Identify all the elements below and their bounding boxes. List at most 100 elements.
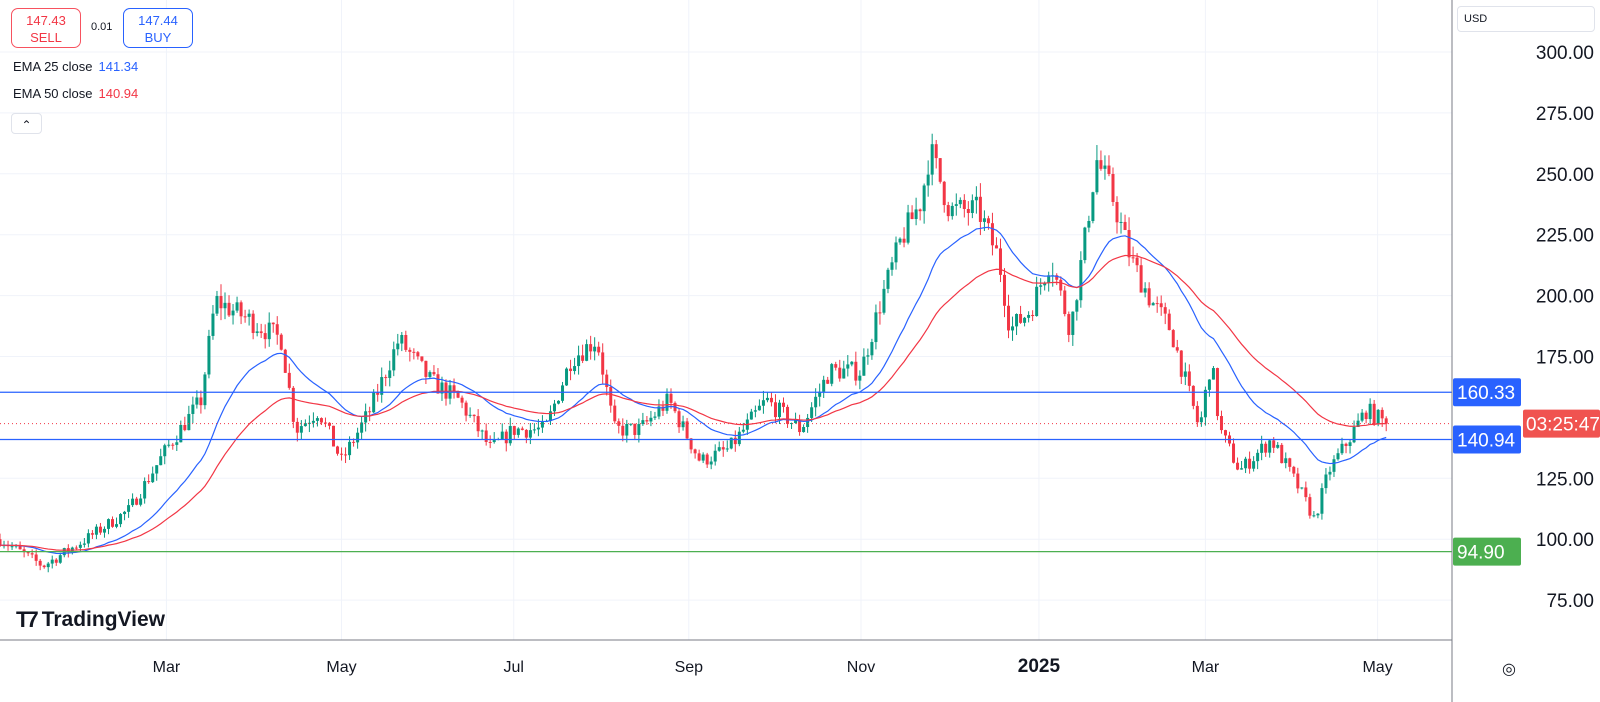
- candle-body: [1155, 303, 1159, 305]
- time-tick-label: Nov: [847, 659, 875, 676]
- candle-body: [315, 418, 319, 421]
- candle-body: [187, 413, 191, 431]
- legend-ema50[interactable]: EMA 50 close 140.94: [13, 86, 138, 101]
- candle-body: [384, 377, 388, 379]
- candle-body: [1027, 314, 1031, 318]
- buy-button[interactable]: 147.44 BUY: [123, 8, 193, 48]
- candle-body: [436, 374, 440, 394]
- chevron-up-icon: ⌃: [21, 118, 32, 132]
- candle-body: [798, 420, 802, 433]
- candle-body: [1332, 459, 1336, 472]
- candle-body: [340, 453, 344, 455]
- candle-body: [456, 391, 460, 398]
- candle-body: [1380, 409, 1384, 419]
- candle-body: [111, 519, 115, 527]
- candle-body: [858, 375, 862, 381]
- candle-body: [1360, 412, 1364, 421]
- candle-body: [195, 397, 199, 405]
- candle-body: [1035, 286, 1039, 317]
- legend-ema50-label: EMA 50 close: [13, 86, 93, 101]
- candle-body: [1252, 461, 1256, 469]
- candle-body: [589, 344, 593, 352]
- candle-body: [408, 349, 412, 352]
- candle-body: [790, 423, 794, 425]
- candle-body: [950, 205, 954, 217]
- settings-icon[interactable]: ◎: [1502, 661, 1516, 678]
- candle-body: [1384, 418, 1388, 424]
- candle-body: [54, 559, 58, 563]
- candle-body: [412, 351, 416, 353]
- candle-body: [733, 437, 737, 445]
- candle-body: [581, 355, 585, 361]
- candle-body: [219, 296, 223, 309]
- sell-button[interactable]: 147.43 SELL: [11, 8, 81, 48]
- candle-body: [810, 407, 814, 418]
- candle-body: [1240, 468, 1244, 470]
- collapse-legend-button[interactable]: ⌃: [11, 113, 42, 134]
- candle-body: [1191, 385, 1195, 406]
- candle-body: [183, 424, 187, 431]
- price-tick-label: 275.00: [1536, 104, 1594, 125]
- candle-body: [982, 218, 986, 222]
- candle-body: [709, 461, 713, 465]
- candle-body: [737, 431, 741, 445]
- legend-ema25[interactable]: EMA 25 close 141.34: [13, 59, 138, 74]
- candle-body: [1055, 275, 1059, 280]
- price-tick-label: 225.00: [1536, 226, 1594, 247]
- candle-body: [106, 519, 110, 529]
- candle-body: [1232, 443, 1236, 463]
- candle-body: [1260, 443, 1264, 453]
- currency-selector[interactable]: USD: [1457, 6, 1595, 32]
- candle-body: [1236, 462, 1240, 470]
- candle-body: [1268, 440, 1272, 453]
- candle-body: [882, 288, 886, 313]
- candle-body: [480, 430, 484, 432]
- candle-body: [82, 543, 86, 545]
- candle-body: [364, 411, 368, 423]
- candle-body: [512, 426, 516, 435]
- candle-body: [753, 410, 757, 412]
- candle-body: [416, 352, 420, 357]
- candle-body: [368, 411, 372, 413]
- buy-label: BUY: [144, 30, 172, 45]
- tradingview-logo[interactable]: T7 TradingView: [16, 607, 165, 633]
- candle-body: [990, 223, 994, 246]
- candle-body: [1135, 257, 1139, 266]
- candle-body: [1376, 409, 1380, 425]
- countdown-label: 03:25:47: [1526, 415, 1600, 436]
- candle-body: [914, 209, 918, 220]
- candle-body: [247, 313, 251, 317]
- candle-body: [637, 424, 641, 435]
- candle-body: [998, 248, 1002, 275]
- candle-body: [376, 392, 380, 395]
- candle-body: [609, 387, 613, 406]
- candle-body: [854, 361, 858, 381]
- candle-body: [974, 196, 978, 201]
- candle-body: [1296, 473, 1300, 489]
- countdown-label-bg: [1523, 409, 1600, 438]
- candle-body: [179, 424, 183, 443]
- candle-body: [464, 402, 468, 416]
- candle-body: [1147, 288, 1151, 306]
- candle-body: [1344, 443, 1348, 446]
- candle-body: [994, 245, 998, 249]
- candle-body: [227, 302, 231, 316]
- candle-body: [729, 437, 733, 449]
- candle-body: [1203, 389, 1207, 418]
- candle-body: [536, 427, 540, 430]
- candle-body: [175, 442, 179, 445]
- price-tick-label: 300.00: [1536, 43, 1594, 64]
- sell-price: 147.43: [26, 13, 66, 28]
- candle-body: [488, 441, 492, 443]
- candle-body: [1095, 160, 1099, 193]
- candle-body: [689, 438, 693, 450]
- candle-body: [1288, 458, 1292, 467]
- candle-body: [713, 450, 717, 462]
- candle-body: [561, 385, 565, 401]
- candle-body: [1320, 488, 1324, 514]
- candle-body: [741, 429, 745, 432]
- candle-body: [115, 524, 119, 527]
- candle-body: [573, 366, 577, 372]
- candle-body: [1280, 444, 1284, 464]
